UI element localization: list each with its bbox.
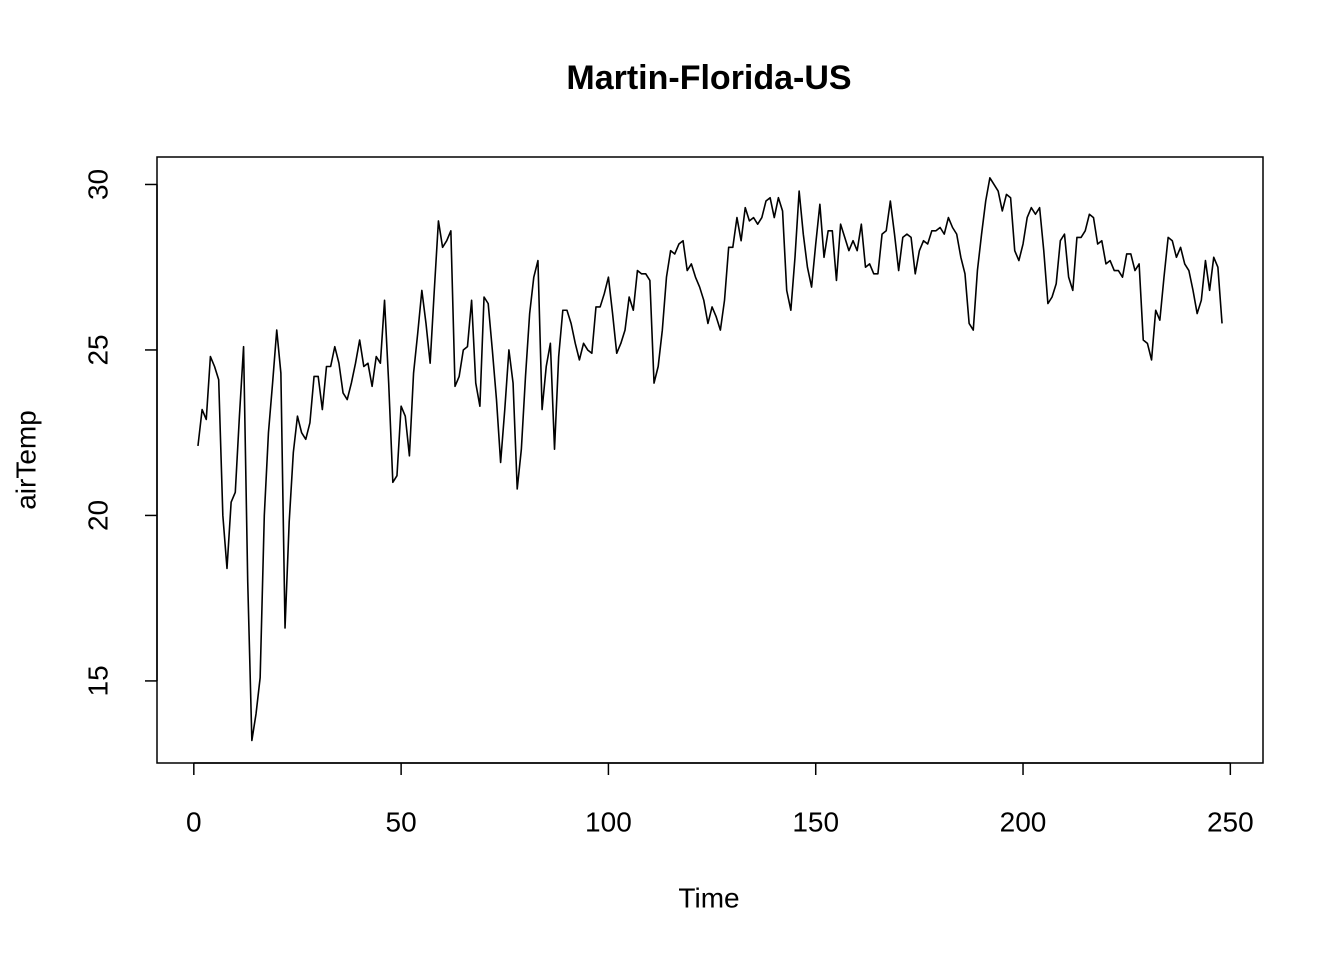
plot-box — [156, 156, 1264, 764]
chart-title: Martin-Florida-US — [566, 59, 851, 97]
x-tick-label: 50 — [386, 806, 417, 837]
x-tick-label: 200 — [1000, 806, 1047, 837]
y-tick-label: 30 — [82, 169, 113, 200]
x-tick-label: 0 — [186, 806, 202, 837]
x-axis-label: Time — [678, 882, 739, 913]
x-tick-label: 100 — [585, 806, 632, 837]
y-tick-label: 25 — [82, 334, 113, 365]
y-tick-label: 20 — [82, 500, 113, 531]
x-tick-label: 150 — [792, 806, 839, 837]
x-tick-label: 250 — [1207, 806, 1254, 837]
y-tick-label: 15 — [82, 665, 113, 696]
y-axis-label: airTemp — [10, 410, 41, 510]
data-line — [197, 177, 1223, 742]
